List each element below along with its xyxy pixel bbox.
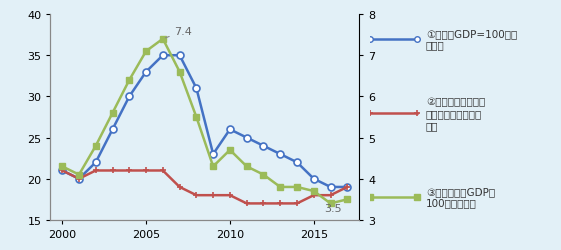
③対米輸出（GDP］
100、右目盛） [310, 190, 317, 193]
①輸出（GDP=100、左
目盛） [227, 128, 233, 131]
①輸出（GDP=100、左
目盛） [93, 161, 99, 164]
③対米輸出（GDP］
100、右目盛） [227, 149, 233, 152]
③対米輸出（GDP］
100、右目盛） [59, 165, 66, 168]
③対米輸出（GDP］
100、右目盛） [126, 79, 132, 82]
①輸出（GDP=100、左
目盛） [210, 153, 217, 156]
①輸出（GDP=100、左
目盛） [327, 186, 334, 189]
②輸出のうち米国向
けの割合（％、左目
盛） [76, 178, 82, 180]
③対米輸出（GDP］
100、右目盛） [210, 165, 217, 168]
③対米輸出（GDP］
100、右目盛） [293, 186, 300, 189]
Text: ③対米輸出（GDP］
100、右目盛）: ③対米輸出（GDP］ 100、右目盛） [426, 186, 495, 208]
②輸出のうち米国向
けの割合（％、左目
盛） [293, 202, 300, 205]
①輸出（GDP=100、左
目盛） [260, 145, 267, 148]
②輸出のうち米国向
けの割合（％、左目
盛） [227, 194, 233, 197]
②輸出のうち米国向
けの割合（％、左目
盛） [344, 186, 351, 189]
②輸出のうち米国向
けの割合（％、左目
盛） [142, 169, 149, 172]
③対米輸出（GDP］
100、右目盛） [193, 116, 200, 119]
③対米輸出（GDP］
100、右目盛） [76, 174, 82, 176]
①輸出（GDP=100、左
目盛） [293, 161, 300, 164]
②輸出のうち米国向
けの割合（％、左目
盛） [93, 169, 99, 172]
②輸出のうち米国向
けの割合（％、左目
盛） [193, 194, 200, 197]
①輸出（GDP=100、左
目盛） [142, 71, 149, 74]
②輸出のうち米国向
けの割合（％、左目
盛） [159, 169, 166, 172]
②輸出のうち米国向
けの割合（％、左目
盛） [260, 202, 267, 205]
③対米輸出（GDP］
100、右目盛） [93, 145, 99, 148]
③対米輸出（GDP］
100、右目盛） [260, 174, 267, 176]
Text: 7.4: 7.4 [165, 27, 192, 39]
①輸出（GDP=100、左
目盛） [109, 128, 116, 131]
①輸出（GDP=100、左
目盛） [243, 136, 250, 140]
②輸出のうち米国向
けの割合（％、左目
盛） [243, 202, 250, 205]
②輸出のうち米国向
けの割合（％、左目
盛） [126, 169, 132, 172]
③対米輸出（GDP］
100、右目盛） [277, 186, 284, 189]
②輸出のうち米国向
けの割合（％、左目
盛） [176, 186, 183, 189]
①輸出（GDP=100、左
目盛） [310, 178, 317, 180]
①輸出（GDP=100、左
目盛） [277, 153, 284, 156]
②輸出のうち米国向
けの割合（％、左目
盛） [327, 194, 334, 197]
③対米輸出（GDP］
100、右目盛） [109, 112, 116, 115]
②輸出のうち米国向
けの割合（％、左目
盛） [59, 169, 66, 172]
Line: ②輸出のうち米国向
けの割合（％、左目
盛）: ②輸出のうち米国向 けの割合（％、左目 盛） [59, 168, 350, 206]
①輸出（GDP=100、左
目盛） [59, 169, 66, 172]
③対米輸出（GDP］
100、右目盛） [159, 38, 166, 41]
③対米輸出（GDP］
100、右目盛） [243, 165, 250, 168]
Line: ①輸出（GDP=100、左
目盛）: ①輸出（GDP=100、左 目盛） [59, 52, 351, 191]
①輸出（GDP=100、左
目盛） [159, 54, 166, 58]
②輸出のうち米国向
けの割合（％、左目
盛） [109, 169, 116, 172]
①輸出（GDP=100、左
目盛） [344, 186, 351, 189]
②輸出のうち米国向
けの割合（％、左目
盛） [210, 194, 217, 197]
①輸出（GDP=100、左
目盛） [76, 178, 82, 180]
①輸出（GDP=100、左
目盛） [126, 96, 132, 98]
①輸出（GDP=100、左
目盛） [193, 87, 200, 90]
Line: ③対米輸出（GDP］
100、右目盛）: ③対米輸出（GDP］ 100、右目盛） [59, 36, 351, 207]
③対米輸出（GDP］
100、右目盛） [344, 198, 351, 201]
②輸出のうち米国向
けの割合（％、左目
盛） [310, 194, 317, 197]
③対米輸出（GDP］
100、右目盛） [327, 202, 334, 205]
③対米輸出（GDP］
100、右目盛） [142, 50, 149, 53]
Text: 3.5: 3.5 [325, 203, 342, 213]
②輸出のうち米国向
けの割合（％、左目
盛） [277, 202, 284, 205]
Text: ②輸出のうち米国向
けの割合（％、左目
盛）: ②輸出のうち米国向 けの割合（％、左目 盛） [426, 97, 485, 130]
Text: ①輸出（GDP=100、左
目盛）: ①輸出（GDP=100、左 目盛） [426, 29, 517, 50]
①輸出（GDP=100、左
目盛） [176, 54, 183, 58]
③対米輸出（GDP］
100、右目盛） [176, 71, 183, 74]
